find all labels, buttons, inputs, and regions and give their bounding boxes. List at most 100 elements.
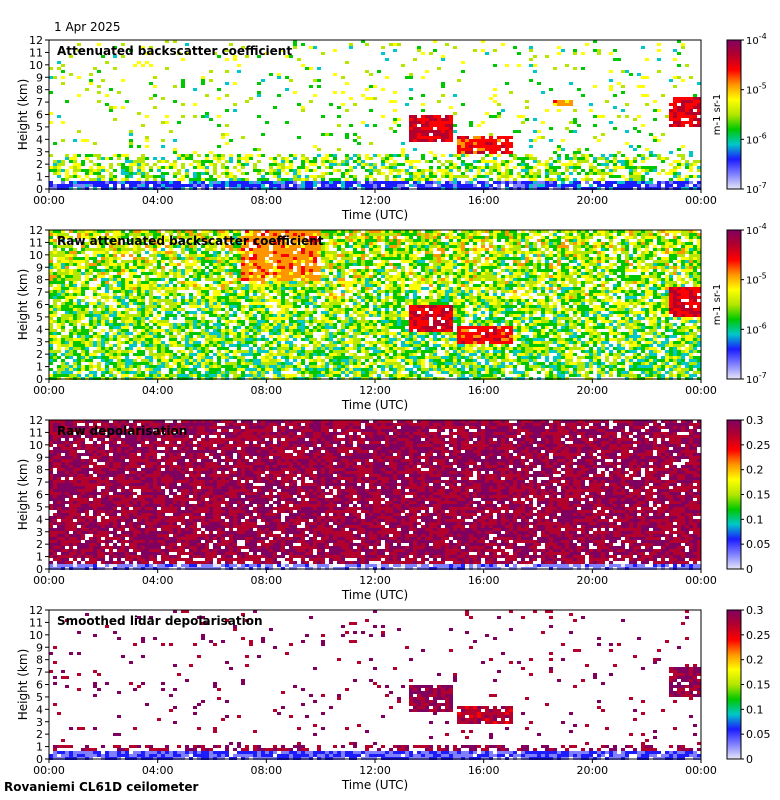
x-tick-label: 00:00	[33, 384, 65, 397]
colorbar-tick-label: 10-4	[746, 32, 767, 47]
y-tick-label: 4	[36, 133, 43, 146]
y-tick-label: 7	[36, 476, 43, 489]
colorbar	[726, 419, 742, 570]
y-tick-label: 0	[36, 373, 43, 386]
y-tick-label: 5	[36, 501, 43, 514]
y-tick-label: 12	[29, 414, 43, 427]
y-tick-label: 3	[36, 526, 43, 539]
y-tick-label: 0	[36, 563, 43, 576]
y-tick-label: 1	[36, 551, 43, 564]
x-tick-label: 12:00	[359, 194, 391, 207]
y-tick-label: 9	[36, 641, 43, 654]
colorbar-tick-label: 0.15	[746, 679, 771, 692]
colorbar-tick-label: 0.3	[746, 414, 764, 427]
panel-title: Raw attenuated backscatter coefficient	[57, 234, 324, 248]
date-label: 1 Apr 2025	[54, 20, 121, 34]
y-tick-label: 0	[36, 183, 43, 196]
colorbar	[726, 609, 742, 760]
colorbar-tick-label: 0.1	[746, 513, 764, 526]
x-tick-label: 00:00	[33, 194, 65, 207]
x-tick-label: 08:00	[250, 194, 282, 207]
y-axis-label: Height (km)	[16, 649, 30, 720]
x-tick-label: 04:00	[142, 384, 174, 397]
colorbar-tick-label: 10-6	[746, 321, 767, 336]
y-tick-label: 6	[36, 489, 43, 502]
x-tick-label: 00:00	[685, 574, 717, 587]
y-tick-label: 7	[36, 286, 43, 299]
colorbar-tick-label: 0.05	[746, 538, 771, 551]
colorbar	[726, 229, 742, 380]
y-tick-label: 12	[29, 604, 43, 617]
y-tick-label: 9	[36, 261, 43, 274]
y-tick-label: 11	[29, 616, 43, 629]
x-tick-label: 12:00	[359, 764, 391, 777]
x-tick-label: 00:00	[685, 764, 717, 777]
x-tick-label: 00:00	[685, 194, 717, 207]
colorbar	[726, 39, 742, 190]
y-tick-label: 4	[36, 323, 43, 336]
y-axis-label: Height (km)	[16, 269, 30, 340]
x-tick-label: 00:00	[33, 764, 65, 777]
y-tick-label: 10	[29, 629, 43, 642]
y-tick-label: 6	[36, 109, 43, 122]
x-tick-label: 08:00	[250, 384, 282, 397]
y-tick-label: 10	[29, 439, 43, 452]
y-tick-label: 7	[36, 666, 43, 679]
y-tick-label: 1	[36, 171, 43, 184]
y-tick-label: 2	[36, 348, 43, 361]
heatmap-field	[49, 610, 701, 760]
x-tick-label: 08:00	[250, 574, 282, 587]
y-tick-label: 5	[36, 311, 43, 324]
x-tick-label: 00:00	[685, 384, 717, 397]
x-axis-label: Time (UTC)	[341, 208, 408, 222]
colorbar-unit-label: m-1 sr-1	[712, 94, 723, 136]
y-tick-label: 2	[36, 158, 43, 171]
x-tick-label: 04:00	[142, 194, 174, 207]
x-tick-label: 04:00	[142, 764, 174, 777]
heatmap-field	[49, 420, 701, 570]
x-tick-label: 08:00	[250, 764, 282, 777]
x-axis-label: Time (UTC)	[341, 778, 408, 792]
colorbar-tick-label: 0	[746, 753, 753, 766]
colorbar-tick-label: 0	[746, 563, 753, 576]
y-tick-label: 5	[36, 691, 43, 704]
y-tick-label: 4	[36, 703, 43, 716]
y-tick-label: 2	[36, 538, 43, 551]
y-tick-label: 3	[36, 336, 43, 349]
colorbar-tick-label: 0.25	[746, 439, 771, 452]
heatmap-field	[49, 40, 701, 190]
x-tick-label: 04:00	[142, 574, 174, 587]
y-tick-label: 12	[29, 34, 43, 47]
colorbar-tick-label: 0.2	[746, 464, 764, 477]
y-tick-label: 6	[36, 299, 43, 312]
x-tick-label: 20:00	[576, 194, 608, 207]
y-tick-label: 10	[29, 249, 43, 262]
y-tick-label: 5	[36, 121, 43, 134]
y-tick-label: 9	[36, 451, 43, 464]
colorbar-tick-label: 0.3	[746, 604, 764, 617]
colorbar-tick-label: 0.1	[746, 703, 764, 716]
x-tick-label: 16:00	[468, 194, 500, 207]
x-tick-label: 12:00	[359, 384, 391, 397]
x-tick-label: 20:00	[576, 764, 608, 777]
y-tick-label: 9	[36, 71, 43, 84]
y-tick-label: 11	[29, 46, 43, 59]
y-tick-label: 8	[36, 464, 43, 477]
x-tick-label: 16:00	[468, 384, 500, 397]
y-axis-label: Height (km)	[16, 79, 30, 150]
colorbar-tick-label: 10-5	[746, 272, 767, 287]
colorbar-tick-label: 10-7	[746, 181, 767, 196]
panel-title: Raw depolarisation	[57, 424, 187, 438]
y-tick-label: 6	[36, 679, 43, 692]
y-tick-label: 0	[36, 753, 43, 766]
y-tick-label: 1	[36, 741, 43, 754]
y-tick-label: 12	[29, 224, 43, 237]
x-tick-label: 16:00	[468, 574, 500, 587]
y-tick-label: 2	[36, 728, 43, 741]
colorbar-tick-label: 10-7	[746, 371, 767, 386]
y-tick-label: 10	[29, 59, 43, 72]
